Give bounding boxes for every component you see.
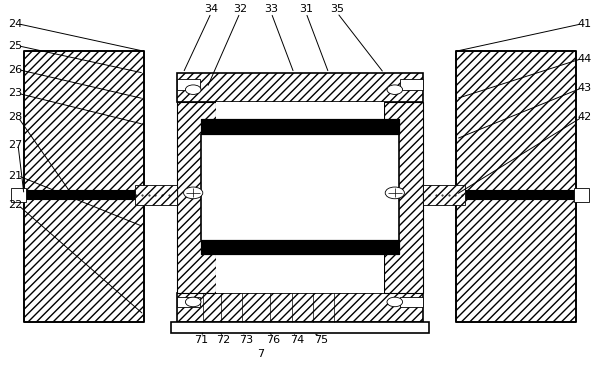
Text: 35: 35 bbox=[330, 4, 344, 14]
Bar bbox=[201, 119, 399, 134]
Bar bbox=[384, 102, 423, 293]
Text: 32: 32 bbox=[233, 4, 247, 14]
Circle shape bbox=[185, 297, 201, 307]
Bar bbox=[201, 119, 399, 134]
Text: 27: 27 bbox=[8, 139, 22, 150]
Text: 44: 44 bbox=[578, 53, 592, 64]
Bar bbox=[400, 79, 423, 90]
Bar bbox=[24, 51, 144, 322]
Text: 28: 28 bbox=[8, 112, 22, 122]
Circle shape bbox=[387, 297, 403, 307]
Bar bbox=[400, 297, 423, 307]
Bar bbox=[24, 190, 177, 199]
Bar bbox=[177, 79, 200, 90]
Text: 74: 74 bbox=[290, 335, 304, 345]
Bar bbox=[201, 134, 399, 240]
Bar bbox=[456, 51, 576, 322]
Bar bbox=[135, 185, 177, 205]
Text: 22: 22 bbox=[8, 200, 22, 210]
Bar bbox=[201, 240, 399, 254]
Circle shape bbox=[387, 85, 403, 94]
Bar bbox=[177, 73, 423, 102]
Bar bbox=[574, 188, 589, 202]
Bar bbox=[201, 240, 399, 254]
Text: 71: 71 bbox=[194, 335, 208, 345]
Bar bbox=[11, 188, 26, 202]
Text: 72: 72 bbox=[216, 335, 230, 345]
Bar bbox=[177, 297, 200, 307]
Text: 31: 31 bbox=[299, 4, 313, 14]
Text: 7: 7 bbox=[257, 349, 265, 359]
Text: 41: 41 bbox=[578, 19, 592, 29]
Text: 25: 25 bbox=[8, 41, 22, 51]
Text: 43: 43 bbox=[578, 83, 592, 93]
Text: 33: 33 bbox=[264, 4, 278, 14]
Text: 23: 23 bbox=[8, 88, 22, 98]
Bar bbox=[177, 102, 216, 293]
Bar bbox=[423, 190, 576, 199]
Text: 76: 76 bbox=[266, 335, 280, 345]
Circle shape bbox=[184, 187, 203, 199]
Text: 21: 21 bbox=[8, 171, 22, 181]
Bar bbox=[177, 293, 423, 322]
Text: 75: 75 bbox=[314, 335, 328, 345]
Text: 42: 42 bbox=[578, 112, 592, 122]
Text: 34: 34 bbox=[204, 4, 218, 14]
Bar bbox=[171, 322, 429, 333]
Text: 73: 73 bbox=[239, 335, 253, 345]
Bar bbox=[216, 102, 384, 293]
Circle shape bbox=[185, 85, 201, 94]
Text: 24: 24 bbox=[8, 19, 22, 29]
Circle shape bbox=[385, 187, 404, 199]
Bar bbox=[423, 185, 465, 205]
Text: 26: 26 bbox=[8, 64, 22, 75]
